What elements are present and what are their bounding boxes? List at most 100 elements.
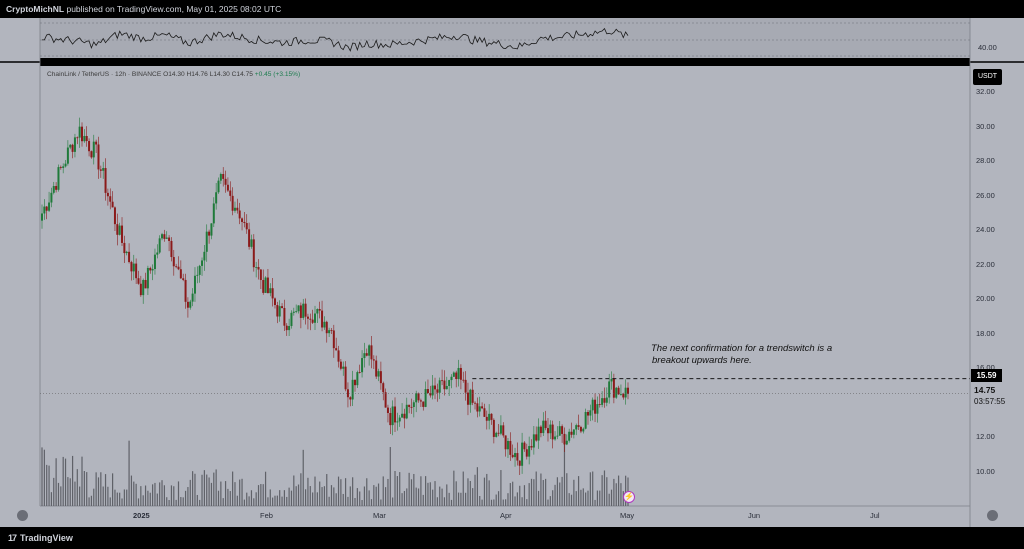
volume-bar (415, 487, 417, 506)
price-change: +0.45 (+3.15%) (254, 71, 301, 78)
candle-body (281, 306, 284, 309)
volume-bar (512, 481, 514, 506)
chart-annotation[interactable]: The next confirmation for a trendswitch … (651, 343, 911, 367)
candle-body (165, 237, 168, 239)
candle-body (382, 383, 385, 393)
volume-bar (304, 489, 307, 506)
time-label-apr: Apr (500, 511, 512, 520)
volume-bar (192, 471, 194, 506)
author-name[interactable]: CryptoMichNL (6, 4, 65, 14)
candle-body (384, 392, 387, 408)
candle-body (372, 359, 375, 361)
volume-bar (217, 490, 220, 506)
time-axis-pane (40, 506, 970, 527)
volume-bar (293, 475, 295, 506)
candle-body (109, 196, 112, 202)
volume-bar (41, 447, 43, 506)
volume-bar (490, 499, 493, 506)
candle-body (102, 168, 105, 171)
candle-body (445, 385, 448, 390)
candle-body (266, 277, 269, 294)
volume-bar (474, 474, 476, 506)
volume-bar (116, 492, 118, 506)
volume-bar (264, 471, 267, 506)
candle-body (45, 206, 48, 211)
volume-bar (594, 499, 596, 506)
candle-body (525, 449, 528, 457)
volume-bar (90, 495, 93, 506)
volume-bar (126, 489, 128, 506)
candle-body (184, 279, 187, 302)
volume-bar (107, 486, 109, 506)
candle-body (431, 385, 434, 396)
volume-bar (314, 476, 316, 506)
scroll-left-button[interactable] (17, 510, 28, 521)
candle-body (596, 404, 599, 414)
candle-body (146, 267, 149, 289)
candle-body (306, 316, 309, 319)
volume-bar (359, 491, 361, 506)
candle-body (219, 173, 222, 181)
volume-bar (295, 486, 297, 506)
volume-bar (302, 449, 304, 506)
candle-body (342, 366, 345, 369)
candle-body (132, 263, 135, 272)
volume-bar (328, 496, 330, 506)
volume-bar (396, 476, 398, 506)
candle-body (370, 345, 373, 360)
candle-body (106, 192, 109, 197)
candle-body (76, 137, 79, 139)
candle-body (85, 135, 88, 142)
candle-body (332, 330, 335, 349)
volume-bar (446, 484, 448, 506)
candle-body (337, 350, 340, 362)
chart-canvas[interactable] (0, 18, 1024, 527)
volume-bar (585, 492, 587, 506)
currency-badge[interactable]: USDT (973, 69, 1002, 85)
volume-bar (340, 479, 342, 506)
volume-bar (502, 499, 504, 506)
volume-bar (476, 467, 478, 506)
candle-body (532, 434, 535, 448)
volume-bar (67, 477, 69, 506)
volume-bar (203, 470, 205, 506)
candle-body (539, 426, 542, 434)
candle-body (226, 184, 229, 191)
event-lightning-icon[interactable]: ⚡ (623, 491, 635, 503)
candle-body (59, 167, 62, 168)
candle-body (408, 404, 411, 407)
volume-bar (625, 475, 627, 506)
tradingview-logo[interactable]: 17 TradingView (8, 532, 73, 544)
candle-body (530, 446, 533, 448)
volume-bar (260, 484, 262, 506)
candle-body (476, 403, 479, 412)
symbol-name[interactable]: ChainLink / TetherUS · 12h · BINANCE (47, 71, 162, 78)
volume-bar (533, 479, 535, 506)
volume-bar (154, 482, 156, 506)
volume-bar (316, 492, 318, 506)
volume-bar (434, 481, 436, 506)
candle-body (168, 237, 171, 241)
volume-bar (232, 471, 234, 506)
auto-scale-button[interactable] (987, 510, 998, 521)
volume-bar (335, 493, 337, 506)
price-label-16: 16.00 (976, 363, 995, 372)
candle-body (257, 266, 260, 270)
candle-body (478, 406, 481, 412)
volume-bar (523, 485, 526, 506)
volume-bar (521, 497, 523, 506)
candle-body (66, 147, 69, 164)
candle-body (410, 406, 413, 408)
footer-bar: 17 TradingView (0, 527, 1024, 549)
candle-body (570, 431, 573, 435)
candle-body (297, 305, 300, 312)
candle-body (481, 406, 484, 409)
volume-bar (606, 477, 608, 506)
volume-bar (349, 486, 351, 506)
candle-body (497, 432, 500, 434)
candle-body (610, 378, 613, 382)
volume-bar (104, 474, 107, 506)
volume-bar (453, 470, 455, 506)
volume-bar (413, 473, 415, 506)
